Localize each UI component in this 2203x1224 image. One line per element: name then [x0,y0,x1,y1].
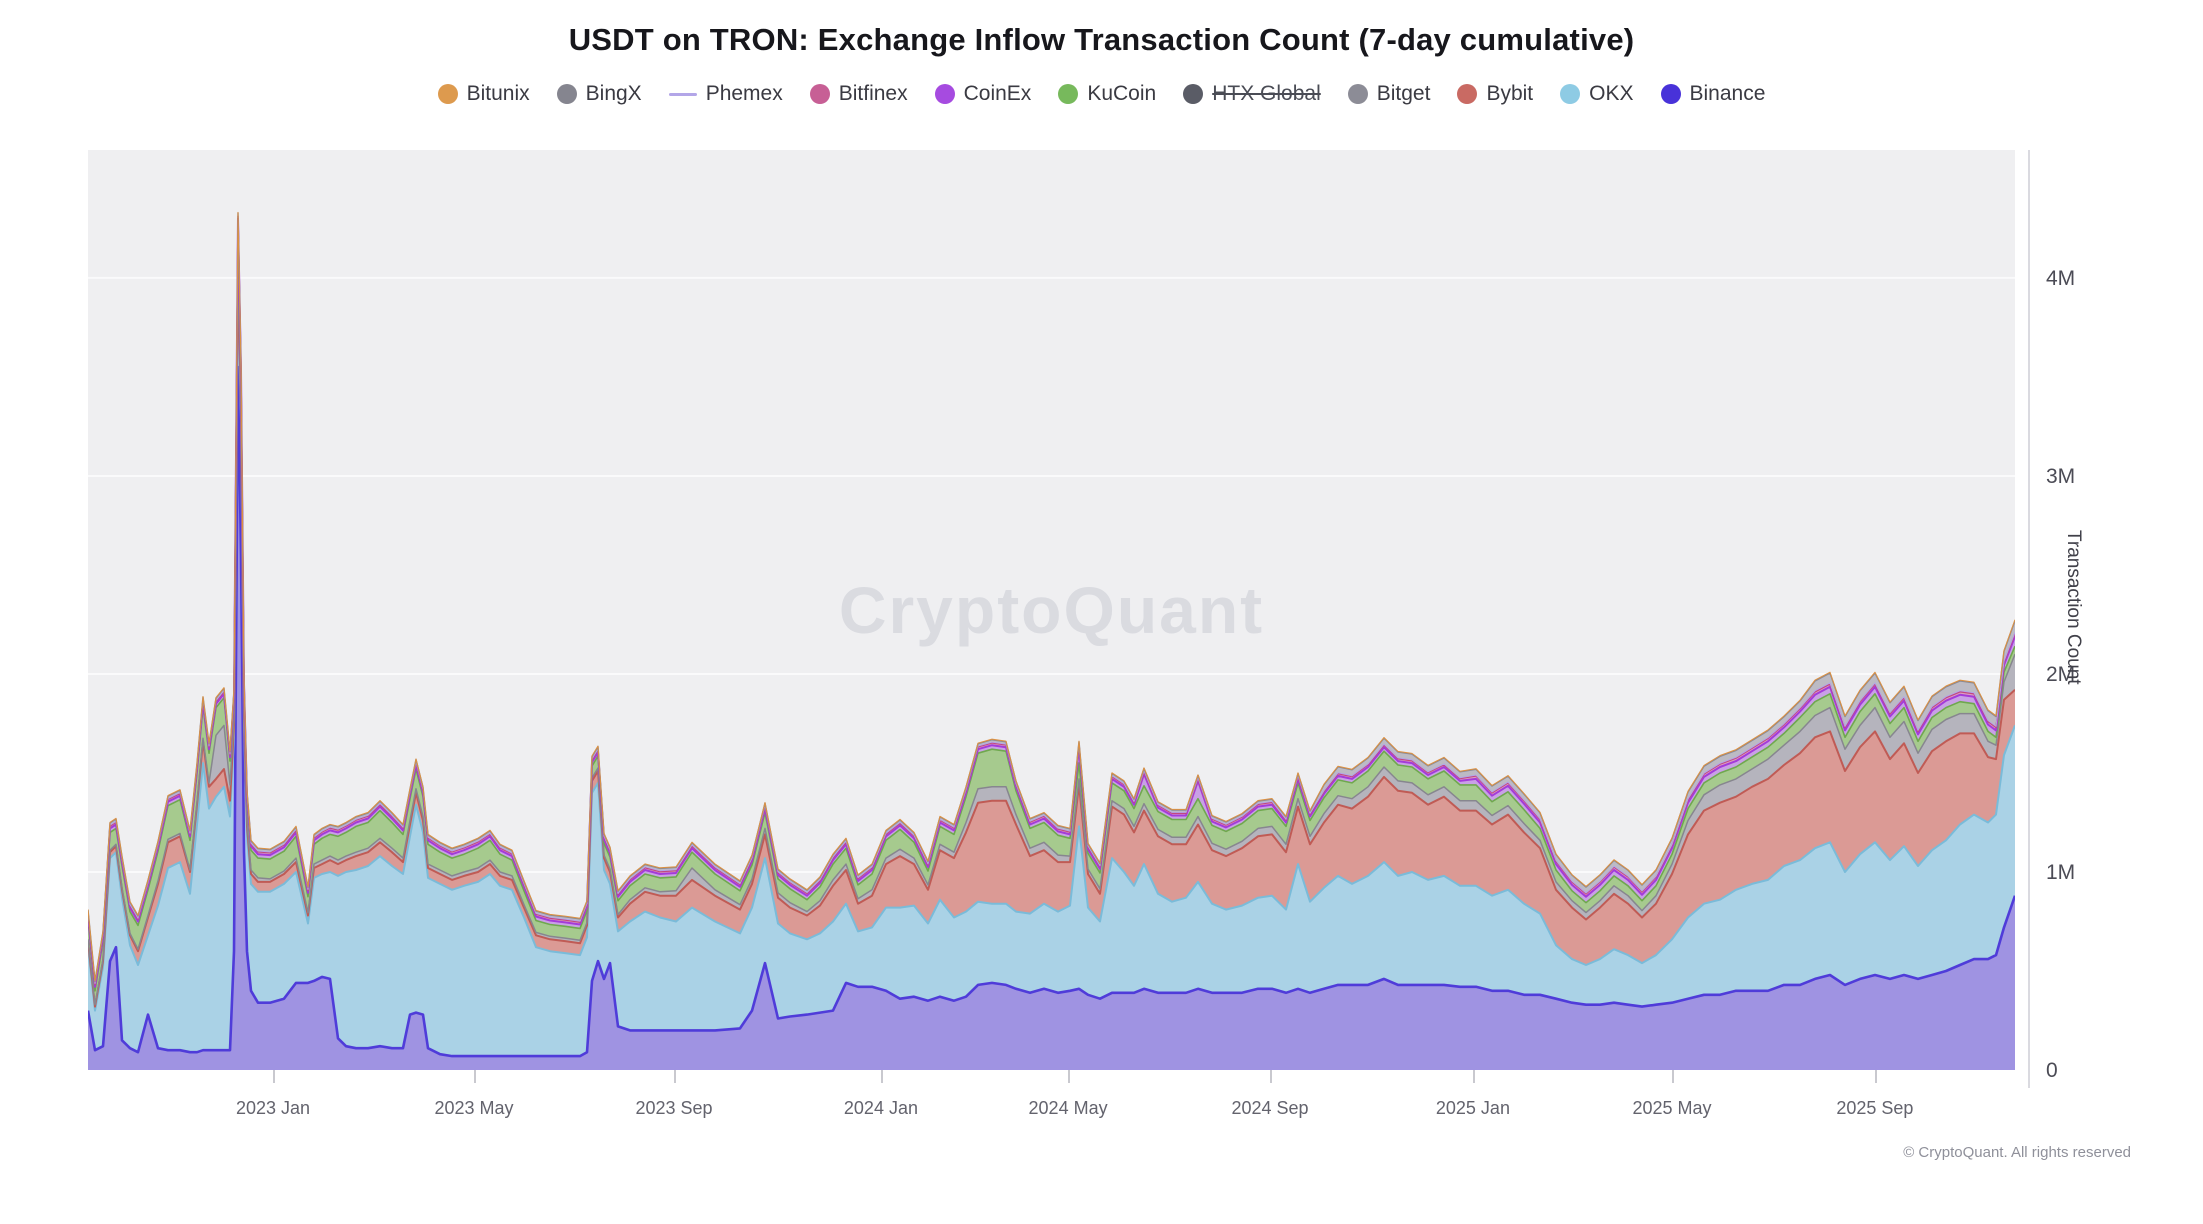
edge-line-bitget [88,265,2015,1006]
y-tick-label: 3M [2046,464,2076,488]
legend-item-binance[interactable]: Binance [1660,82,1766,106]
legend-item-label: HTX Global [1212,82,1321,105]
legend-item-bitunix[interactable]: Bitunix [437,82,530,106]
legend-item-kucoin[interactable]: KuCoin [1058,82,1156,106]
x-tick [674,1070,676,1083]
legend-circle-marker-icon [1660,84,1681,104]
edge-line-okx [88,282,2015,1012]
legend-item-label: KuCoin [1087,82,1157,105]
edge-line-phemex [88,214,2015,985]
y-axis-line [2028,150,2030,1088]
legend-circle-marker-icon [1560,84,1581,104]
legend-item-bitfinex[interactable]: Bitfinex [809,82,908,106]
x-tick-label: 2024 Jan [843,1098,918,1118]
legend-item-label: Bitget [1376,82,1431,105]
legend-item-bingx[interactable]: BingX [556,82,642,106]
x-tick-label: 2025 Jan [1435,1098,1510,1118]
x-tick-label: 2024 May [1028,1098,1108,1118]
x-tick [272,1070,275,1083]
legend-circle-marker-icon [934,84,955,104]
x-tick-label: 2025 May [1632,1098,1712,1118]
legend-circle-marker-icon [556,84,577,104]
chart-svg [88,211,2015,1070]
legend-item-label: BingX [585,82,642,105]
legend-item-phemex[interactable]: Phemex [668,82,783,106]
legend-item-bitget[interactable]: Bitget [1347,82,1431,106]
legend-item-htx-global[interactable]: HTX Global [1183,82,1321,106]
edge-line-bitunix [88,211,2015,982]
legend-item-label: CoinEx [963,82,1032,105]
area-bybit [88,270,2015,1011]
legend-item-label: Bybit [1486,82,1534,105]
edge-line-binance [88,365,2015,1058]
legend-item-label: Binance [1689,82,1766,105]
x-tick [1472,1070,1475,1083]
legend-item-okx[interactable]: OKX [1560,82,1634,106]
legend-circle-marker-icon [1183,84,1204,104]
plot-area[interactable] [88,150,2015,1070]
edge-line-bybit [88,269,2015,1008]
legend-item-label: Bitunix [466,82,530,105]
x-tick-label: 2025 Sep [1836,1098,1914,1118]
copyright-text: © CryptoQuant. All rights reserved [1903,1144,2131,1161]
x-tick-label: 2023 Jan [235,1098,311,1118]
edge-line-bitfinex [88,215,2015,986]
legend-item-label: OKX [1589,82,1634,105]
edge-line-coinex [88,217,2015,988]
legend-line-marker-icon [668,92,697,96]
x-tick [1874,1070,1877,1083]
legend-circle-marker-icon [1347,84,1368,104]
x-tick [1068,1070,1071,1083]
area-okx [88,283,2015,1057]
chart-title: USDT on TRON: Exchange Inflow Transactio… [568,22,1635,57]
edge-line-kucoin [88,221,2015,992]
x-tick [1671,1070,1674,1083]
x-tick-label: 2024 Sep [1231,1098,1309,1118]
legend-item-coinex[interactable]: CoinEx [934,82,1032,106]
x-tick-label: 2023 Sep [635,1098,713,1118]
y-axis-title: Transaction Count [2063,530,2084,685]
y-tick-label: 4M [2046,266,2076,290]
y-tick-label: 0 [2046,1059,2058,1082]
legend-circle-marker-icon [809,84,830,104]
legend-item-bybit[interactable]: Bybit [1457,82,1533,106]
legend-item-label: Bitfinex [838,82,908,105]
x-tick [1270,1070,1273,1083]
legend: Bitunix BingX Phemex Bitfinex CoinEx KuCoin HT… [0,82,2203,106]
legend-item-label: Phemex [705,82,783,105]
legend-circle-marker-icon [1457,84,1478,104]
x-tick [880,1070,883,1083]
y-tick-label: 2M [2046,662,2076,686]
x-tick-label: 2023 May [434,1098,514,1118]
y-tick-label: 1M [2046,860,2076,884]
legend-circle-marker-icon [1058,84,1079,104]
legend-circle-marker-icon [437,84,458,104]
x-tick [473,1070,476,1083]
